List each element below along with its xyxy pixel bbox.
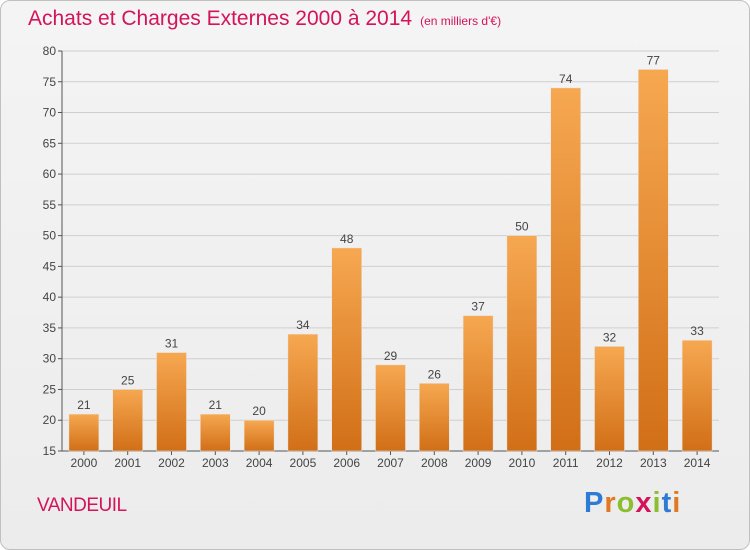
x-tick-label: 2008	[421, 456, 448, 470]
x-tick-label: 2001	[114, 456, 141, 470]
logo-letter: P	[584, 487, 605, 519]
chart-unit: (en milliers d'€)	[420, 14, 502, 28]
y-tick-label: 60	[43, 167, 57, 181]
bar-2001	[112, 389, 143, 452]
y-tick-label: 55	[43, 198, 57, 212]
bar-value-label: 77	[647, 53, 661, 67]
x-tick-label: 2007	[377, 456, 404, 470]
proxiti-logo[interactable]: Proxiti	[584, 487, 681, 520]
logo-letter: i	[672, 487, 682, 519]
y-tick-label: 20	[43, 413, 57, 427]
bar-2004	[243, 419, 275, 452]
bar-2012	[594, 346, 625, 452]
y-tick-label: 25	[43, 382, 57, 396]
bar-2014	[681, 339, 713, 452]
bar-value-label: 50	[515, 220, 529, 234]
x-tick-label: 2011	[553, 456, 579, 470]
bar-2008	[419, 383, 450, 452]
bar-value-label: 32	[603, 330, 617, 344]
bar-2009	[462, 315, 494, 452]
bar-value-label: 25	[121, 373, 135, 387]
commune-name: VANDEUIL	[37, 495, 127, 516]
y-tick-label: 35	[43, 321, 57, 335]
x-tick-label: 2013	[640, 456, 667, 470]
logo-letter: i	[652, 487, 662, 519]
bar-2011	[550, 87, 581, 452]
logo-letter: x	[635, 487, 653, 519]
y-tick-label: 65	[43, 136, 57, 150]
bar-value-label: 33	[690, 324, 704, 338]
bar-value-label: 20	[252, 404, 266, 418]
bar-value-label: 48	[340, 232, 354, 246]
bar-2013	[638, 69, 669, 452]
bar-value-label: 74	[559, 72, 573, 86]
bar-2007	[375, 364, 406, 452]
x-tick-label: 2002	[158, 456, 185, 470]
chart-title: Achats et Charges Externes 2000 à 2014 (e…	[28, 7, 501, 31]
x-tick-label: 2003	[202, 456, 229, 470]
x-tick-label: 2009	[465, 456, 492, 470]
bar-2000	[68, 413, 100, 452]
x-tick-label: 2014	[684, 456, 711, 470]
bar-value-label: 29	[384, 349, 398, 363]
x-tick-label: 2006	[333, 456, 360, 470]
y-tick-label: 75	[43, 75, 57, 89]
logo-letter: r	[604, 487, 617, 519]
bar-value-label: 37	[471, 300, 485, 314]
x-tick-label: 2010	[509, 456, 536, 470]
bar-2010	[506, 235, 538, 452]
y-tick-label: 15	[43, 444, 57, 458]
x-tick-label: 2012	[596, 456, 623, 470]
y-tick-label: 80	[43, 44, 57, 58]
y-tick-label: 50	[43, 229, 57, 243]
logo-letter: t	[661, 487, 673, 519]
bar-value-label: 34	[296, 318, 310, 332]
bar-value-label: 26	[428, 367, 442, 381]
bar-2002	[156, 352, 187, 452]
y-tick-label: 40	[43, 290, 57, 304]
bar-2003	[200, 413, 231, 452]
bar-2006	[331, 247, 362, 452]
logo-letter: o	[616, 487, 636, 519]
y-tick-label: 30	[43, 352, 57, 366]
bar-2005	[287, 333, 319, 452]
chart-title-text: Achats et Charges Externes 2000 à 2014	[28, 7, 413, 30]
labels: 15 20 25 30 35 40 45 50 55 60 65 70 75 80 21 2000 25 2001…	[43, 44, 711, 470]
x-tick-label: 2000	[71, 456, 98, 470]
bar-value-label: 31	[165, 337, 179, 351]
y-tick-label: 70	[43, 106, 57, 120]
x-tick-label: 2004	[246, 456, 273, 470]
bar-value-label: 21	[209, 398, 223, 412]
x-tick-label: 2005	[290, 456, 317, 470]
bars	[68, 69, 713, 452]
y-tick-label: 45	[43, 259, 57, 273]
bar-value-label: 21	[77, 398, 91, 412]
